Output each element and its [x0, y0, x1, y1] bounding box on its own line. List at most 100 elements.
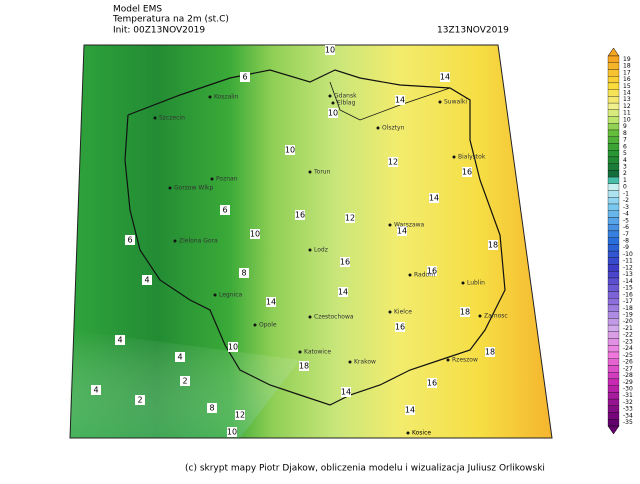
colorbar-swatch [607, 277, 620, 285]
contour-label-bg [395, 322, 405, 332]
city-dot [210, 177, 214, 181]
contour-label: 14 [405, 406, 415, 415]
colorbar-swatch [607, 398, 620, 406]
colorbar-label: 18 [623, 63, 631, 70]
colorbar-label: 16 [623, 76, 631, 83]
city-dot [173, 239, 177, 243]
contour-label-bg [142, 275, 152, 285]
colorbar-label: -29 [623, 379, 633, 386]
contour-label: 12 [235, 411, 245, 420]
colorbar-swatch [607, 129, 620, 137]
colorbar-swatch [607, 291, 620, 299]
colorbar-arrow [607, 47, 620, 57]
colorbar-swatch [607, 224, 620, 232]
contour-label: 12 [345, 214, 355, 223]
colorbar-label: -18 [623, 305, 633, 312]
colorbar-swatch [607, 419, 620, 427]
colorbar-label: 17 [623, 69, 631, 76]
city-label: Olsztyn [382, 125, 405, 132]
contour-label-bg [125, 235, 135, 245]
contour-label: 4 [144, 276, 149, 285]
contour-label: 2 [137, 396, 142, 405]
contour-label: 12 [388, 158, 398, 167]
colorbar-label: -15 [623, 285, 633, 292]
city-dot [298, 350, 302, 354]
colorbar-label: -23 [623, 338, 633, 345]
contour-label: 16 [395, 323, 405, 332]
contour-label-bg [295, 210, 305, 220]
contour-label: 14 [440, 73, 450, 82]
colorbar-swatch [607, 89, 620, 97]
contour-label: 8 [209, 404, 214, 413]
contour-label-bg [429, 193, 439, 203]
contour-label-bg [440, 72, 450, 82]
contour-label: 14 [429, 194, 439, 203]
city-label: Zamosc [484, 313, 508, 320]
colorbar-label: -22 [623, 332, 633, 339]
contour-label-bg [115, 335, 125, 345]
colorbar-swatch [607, 338, 620, 346]
contour-label: 10 [325, 46, 335, 55]
contour-label: 16 [340, 258, 350, 267]
colorbar-label: -25 [623, 352, 633, 359]
contour-label: 10 [250, 230, 260, 239]
border [329, 81, 451, 121]
contour-label: 2 [182, 377, 187, 386]
contour-label-bg [135, 395, 145, 405]
contour-label: 14 [338, 288, 348, 297]
city-dot [208, 95, 212, 99]
contour-label: 4 [93, 386, 98, 395]
contour-label: 14 [266, 298, 276, 307]
city-label: Torun [313, 169, 331, 176]
colorbar-swatch [607, 250, 620, 258]
city-label: Elblag [337, 100, 356, 107]
contour-label-bg [285, 145, 295, 155]
contour-label: 16 [295, 211, 305, 220]
colorbar-label: -17 [623, 298, 633, 305]
colorbar-label: 9 [623, 123, 627, 130]
colorbar-swatch [607, 392, 620, 400]
colorbar-swatch [607, 102, 620, 110]
colorbar-label: -9 [623, 244, 629, 251]
colorbar-swatch [607, 76, 620, 84]
colorbar-swatch [607, 331, 620, 339]
city-label: Rzeszow [452, 357, 478, 364]
contour-label-bg [250, 229, 260, 239]
contour-label-bg [488, 240, 498, 250]
colorbar-label: 13 [623, 96, 631, 103]
colorbar-label: -27 [623, 365, 633, 372]
colorbar-label: -14 [623, 278, 633, 285]
city-label: Czestochowa [314, 314, 354, 321]
colorbar-swatch [607, 123, 620, 131]
colorbar-swatch [607, 136, 620, 144]
header-line: Temperatura na 2m (st.C) [112, 15, 229, 25]
colorbar-swatch [607, 217, 620, 225]
colorbar-label: 2 [623, 170, 627, 177]
colorbar-swatch [607, 372, 620, 380]
colorbar-swatch [607, 190, 620, 198]
contour-label-bg [395, 95, 405, 105]
colorbar-label: 0 [623, 184, 627, 191]
contour-label: 10 [228, 343, 238, 352]
contour-label-bg [175, 352, 185, 362]
contour-label-bg [325, 45, 335, 55]
colorbar-label: -5 [623, 217, 629, 224]
city-label: Szczecin [159, 115, 185, 122]
colorbar-label: -6 [623, 224, 629, 231]
colorbar-label: -11 [623, 258, 633, 265]
colorbar-swatch [607, 358, 620, 366]
city-dot [308, 248, 312, 252]
contour-label: 4 [117, 336, 122, 345]
colorbar-swatch [607, 298, 620, 306]
colorbar-label: -35 [623, 419, 633, 426]
contour-label-bg [427, 266, 437, 276]
contour-label-bg [239, 268, 249, 278]
colorbar-label: -3 [623, 204, 629, 211]
colorbar-label: -2 [623, 197, 629, 204]
contour-label-bg [427, 378, 437, 388]
contour-label: 18 [488, 241, 498, 250]
colorbar-label: -13 [623, 271, 633, 278]
contour-label-bg [397, 226, 407, 236]
contour-label: 18 [299, 362, 309, 371]
city-dot [438, 100, 442, 104]
